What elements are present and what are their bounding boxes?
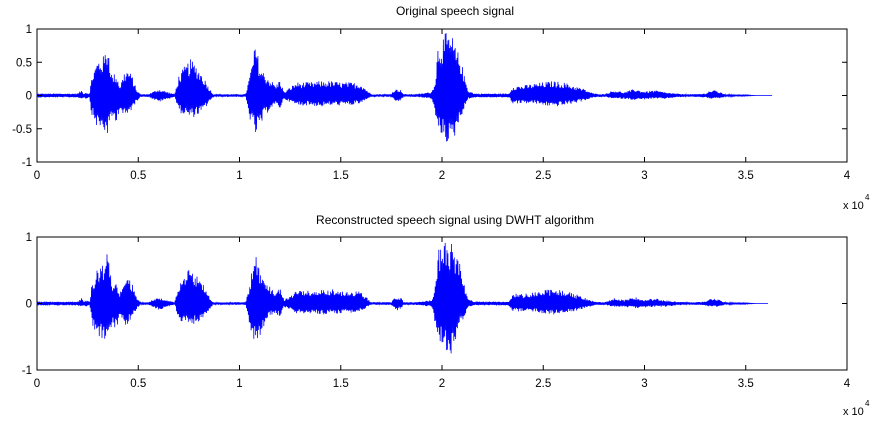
x-tick-label: 0.5 (130, 170, 146, 182)
x-multiplier-label: x 10 (843, 406, 864, 418)
y-tick-label: 0 (26, 91, 32, 103)
signal-line (36, 33, 773, 142)
x-multiplier-exponent: 4 (865, 193, 870, 202)
x-tick-label: 3.5 (738, 378, 754, 390)
y-tick-label: -1 (22, 365, 32, 377)
chart-title: Original speech signal (396, 4, 514, 18)
x-tick-label: 1 (236, 378, 242, 390)
x-tick-label: 0 (34, 170, 40, 182)
x-tick-label: 4 (844, 378, 851, 390)
y-tick-label: 0.5 (16, 57, 32, 69)
x-tick-label: 3 (641, 170, 647, 182)
x-tick-label: 3.5 (738, 170, 754, 182)
y-axis: -1 -0.5 0 0.5 1 (12, 24, 847, 169)
x-tick-label: 1.5 (333, 170, 349, 182)
x-tick-label: 0.5 (130, 378, 146, 390)
x-axis: 0 0.5 1 1.5 2 2.5 3 3.5 4 (34, 237, 851, 390)
x-tick-label: 2 (439, 170, 445, 182)
y-tick-label: -0.5 (12, 124, 32, 136)
y-tick-label: -1 (22, 157, 32, 169)
x-multiplier-exponent: 4 (865, 399, 870, 408)
x-tick-label: 2 (439, 378, 445, 390)
subplot-original: Original speech signal 0 0.5 1 1.5 2 2.5 3 3.5 4… (12, 4, 870, 212)
x-tick-label: 1.5 (333, 378, 349, 390)
x-tick-label: 3 (641, 378, 647, 390)
y-tick-label: 1 (26, 24, 32, 36)
x-tick-label: 1 (236, 170, 242, 182)
x-tick-label: 2.5 (535, 170, 551, 182)
x-tick-label: 4 (844, 170, 851, 182)
subplot-reconstructed: Reconstructed speech signal using DWHT a… (22, 213, 870, 418)
x-axis: 0 0.5 1 1.5 2 2.5 3 3.5 4 (34, 29, 851, 182)
y-tick-label: 0 (26, 299, 32, 311)
y-axis: -1 0 1 (22, 232, 847, 377)
chart-title: Reconstructed speech signal using DWHT a… (316, 213, 594, 227)
x-tick-label: 0 (34, 378, 40, 390)
y-tick-label: 1 (26, 232, 32, 244)
x-multiplier-label: x 10 (843, 200, 864, 212)
x-tick-label: 2.5 (535, 378, 551, 390)
signal-line (36, 242, 769, 354)
